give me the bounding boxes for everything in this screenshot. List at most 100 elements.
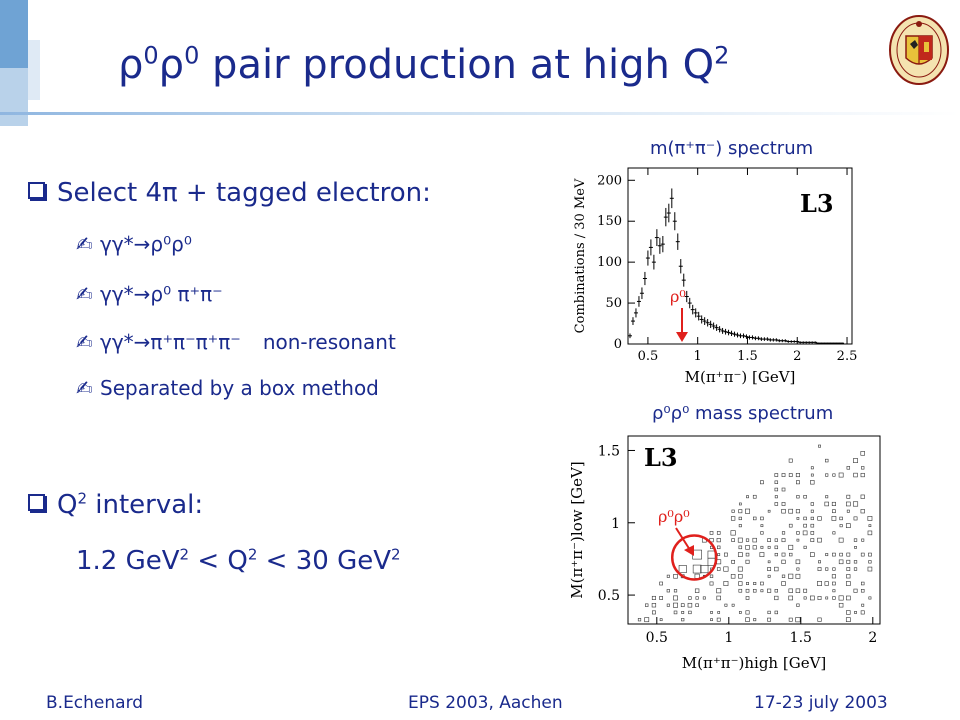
data-box: [803, 588, 808, 593]
x-tick-label: 0.5: [638, 349, 659, 364]
data-box: [781, 559, 786, 564]
data-box: [774, 566, 779, 572]
x-tick-label: 0.5: [646, 630, 668, 646]
data-box: [724, 603, 728, 607]
data-box: [731, 603, 735, 607]
data-box: [752, 494, 757, 499]
y-axis-label: Combinations / 30 MeV: [573, 178, 588, 333]
data-box: [760, 531, 764, 535]
corner-bar: [28, 40, 40, 100]
data-box: [861, 603, 865, 607]
data-box: [710, 611, 713, 614]
data-box: [723, 566, 729, 572]
data-box: [666, 603, 670, 607]
data-box: [860, 589, 865, 593]
data-box: [737, 566, 743, 572]
data-box: [817, 581, 822, 586]
data-box: [825, 495, 829, 499]
data-box: [796, 517, 800, 520]
data-box: [737, 537, 743, 543]
data-box: [781, 538, 786, 543]
data-box: [832, 589, 836, 593]
data-box: [767, 560, 771, 564]
subitem-rho-pipi: ✍ γγ*→ρ⁰ π⁺π⁻: [76, 282, 223, 306]
data-box: [781, 508, 786, 514]
bullet-box-icon: [28, 494, 45, 511]
data-box: [731, 538, 735, 542]
data-box: [795, 617, 801, 623]
data-box: [738, 509, 743, 514]
rho-rho-arrow-head: [684, 545, 694, 556]
data-box: [810, 502, 814, 506]
data-box: [817, 596, 822, 600]
data-box: [860, 610, 865, 615]
data-box: [846, 552, 851, 557]
data-box: [810, 595, 815, 601]
data-box: [723, 552, 728, 557]
x-axis-label: M(π⁺π⁻)high [GeV]: [682, 654, 827, 672]
data-box: [745, 596, 750, 600]
data-box: [853, 567, 858, 571]
data-box: [760, 545, 764, 549]
corner-block-dark: [0, 0, 28, 68]
data-box: [795, 509, 800, 514]
data-box: [781, 531, 786, 535]
data-box: [861, 581, 865, 586]
data-box: [810, 473, 814, 477]
data-box: [838, 595, 844, 601]
data-box: [774, 610, 779, 615]
data-box: [717, 545, 721, 550]
data-box: [774, 495, 778, 499]
data-box: [760, 581, 764, 586]
data-box: [810, 466, 814, 470]
bullet-box-icon: [28, 182, 45, 199]
data-box: [716, 595, 721, 601]
data-box: [810, 538, 815, 543]
data-box: [846, 574, 851, 579]
footer-conference: EPS 2003, Aachen: [408, 693, 563, 713]
data-box: [853, 516, 858, 521]
data-box: [752, 545, 757, 550]
data-box: [767, 588, 772, 593]
data-box: [730, 530, 736, 536]
data-box: [745, 508, 751, 514]
data-box: [789, 552, 793, 557]
data-box: [752, 588, 757, 593]
data-box: [710, 618, 713, 622]
data-box: [868, 560, 872, 564]
y-tick-label: 0: [614, 337, 622, 352]
data-box: [796, 567, 800, 571]
caption-bottom-chart: ρ⁰ρ⁰ mass spectrum: [652, 403, 834, 424]
data-box: [795, 473, 800, 478]
data-box: [825, 458, 829, 463]
data-box: [738, 611, 742, 614]
data-box: [781, 552, 786, 557]
data-box: [737, 552, 743, 557]
data-box: [659, 581, 663, 586]
y-tick-label: 150: [597, 214, 622, 229]
data-box: [767, 545, 771, 549]
data-box: [796, 480, 800, 485]
data-box: [730, 574, 736, 579]
data-box: [846, 501, 851, 507]
subitem-rho-rho: ✍ γγ*→ρ⁰ρ⁰: [76, 232, 192, 256]
rho-annotation: ρ⁰: [670, 287, 686, 306]
data-box: [774, 538, 778, 542]
data-box: [825, 553, 829, 557]
data-box: [673, 602, 678, 608]
data-box: [774, 487, 779, 492]
data-box: [861, 466, 865, 470]
data-box: [860, 451, 865, 456]
data-box: [767, 617, 772, 622]
data-box: [659, 618, 663, 622]
data-box: [846, 466, 851, 470]
x-tick-label: 2.5: [837, 349, 858, 364]
data-box: [796, 603, 800, 607]
data-box: [688, 596, 692, 600]
data-box: [738, 524, 742, 528]
data-box: [867, 566, 873, 572]
data-box: [767, 509, 771, 513]
data-box: [853, 560, 858, 564]
data-box: [716, 567, 721, 571]
data-box: [673, 610, 678, 615]
